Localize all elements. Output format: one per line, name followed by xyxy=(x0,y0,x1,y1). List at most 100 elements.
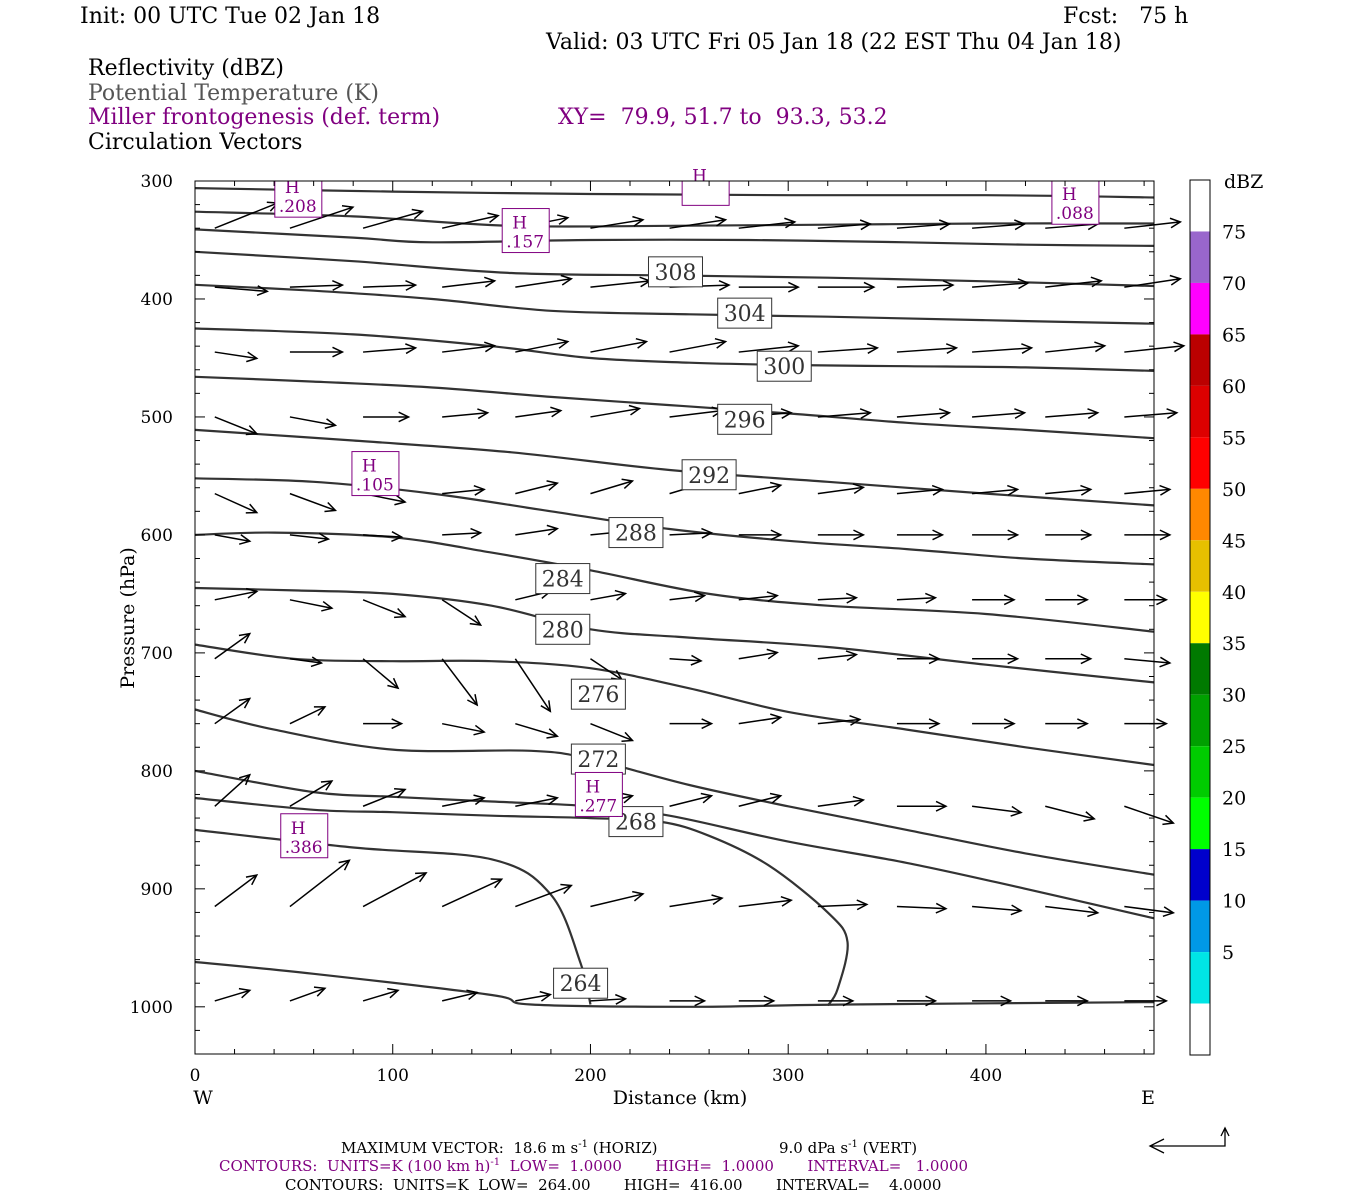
circulation-vector xyxy=(738,341,800,353)
circulation-vector xyxy=(442,408,490,420)
circulation-vector xyxy=(214,351,259,363)
isentrope-284 xyxy=(194,586,1155,684)
circulation-vector xyxy=(1045,653,1093,665)
east-label: E xyxy=(1141,1087,1155,1109)
circulation-vector xyxy=(214,632,252,660)
y-tick-label: 500 xyxy=(141,408,173,428)
circulation-vector xyxy=(363,280,418,291)
circulation-vector xyxy=(442,722,486,736)
frontogenesis-max: H xyxy=(681,166,730,206)
colorbar-swatch xyxy=(1190,643,1210,695)
circulation-vector xyxy=(972,995,1013,1007)
y-tick-label: 300 xyxy=(141,172,173,192)
circulation-vector xyxy=(738,713,783,725)
x-axis-title: Distance (km) xyxy=(613,1087,748,1109)
circulation-vector xyxy=(214,416,259,436)
circulation-vector xyxy=(896,995,938,1007)
isentrope-layer xyxy=(194,187,1155,1008)
fronto-max-label: H xyxy=(362,457,377,477)
circulation-vector xyxy=(817,219,873,231)
circulation-vector xyxy=(896,800,948,812)
circulation-vector xyxy=(1045,718,1089,730)
circulation-vector xyxy=(363,343,418,355)
west-label: W xyxy=(193,1087,213,1109)
circulation-vector xyxy=(289,492,338,513)
circulation-vector xyxy=(1124,656,1172,668)
circulation-vector xyxy=(442,341,497,353)
circulation-vector xyxy=(972,484,1020,496)
isentrope-288 xyxy=(194,531,1155,633)
circulation-vector xyxy=(515,480,559,495)
contour-label: 300 xyxy=(763,355,805,380)
contour-label: 276 xyxy=(577,683,619,708)
y-tick-label: 600 xyxy=(141,526,173,546)
colorbar-swatch xyxy=(1190,488,1210,541)
circulation-vector xyxy=(515,794,560,807)
colorbar-label: 15 xyxy=(1222,839,1246,861)
frontogenesis-max: H.088 xyxy=(1051,180,1100,225)
circulation-vector xyxy=(1045,341,1107,353)
circulation-vector xyxy=(515,274,574,288)
frontogenesis-max: H.157 xyxy=(501,208,550,254)
circulation-vector xyxy=(738,995,776,1007)
circulation-vector xyxy=(515,883,573,908)
circulation-vector xyxy=(738,217,797,229)
y-tick-label: 1000 xyxy=(130,998,173,1018)
circulation-vector xyxy=(590,993,628,1005)
circulation-vector xyxy=(214,697,252,725)
circulation-vector xyxy=(1045,805,1096,822)
isentrope-line-15 xyxy=(194,210,1155,228)
circulation-vector xyxy=(515,406,563,418)
contour-label-box xyxy=(570,743,626,775)
isentrope-300 xyxy=(194,375,1155,440)
contour-label-box xyxy=(570,678,626,710)
contour-label-box xyxy=(535,613,591,645)
forecast-hour: Fcst: 75 h xyxy=(1063,4,1189,29)
fronto-max-value: .105 xyxy=(356,476,394,496)
isentrope-268 xyxy=(194,828,592,1005)
colorbar-swatch xyxy=(1190,282,1210,335)
circulation-vector xyxy=(669,654,703,666)
plot-frame xyxy=(194,180,1155,1055)
colorbar-label: 20 xyxy=(1222,788,1246,810)
circulation-vector xyxy=(817,995,855,1007)
circulation-vector xyxy=(1124,905,1176,918)
circulation-vector xyxy=(972,343,1034,354)
circulation-vector xyxy=(669,792,714,807)
circulation-vector xyxy=(1124,718,1169,730)
colorbar-frame xyxy=(1189,179,1211,1056)
circulation-vector xyxy=(515,990,553,1002)
circulation-vector xyxy=(362,658,400,690)
circulation-vector xyxy=(363,411,411,423)
circulation-vector xyxy=(896,653,941,665)
fronto-max-label: H xyxy=(512,214,527,234)
circulation-vector xyxy=(817,592,859,604)
circulation-vector xyxy=(1124,594,1169,606)
circulation-vector xyxy=(214,773,252,807)
contour-label-box xyxy=(756,350,812,382)
colorbar-label: 50 xyxy=(1222,479,1246,501)
circulation-vector xyxy=(362,987,400,1002)
isentrope-264 xyxy=(194,960,1155,1008)
colorbar-label: 5 xyxy=(1222,942,1234,964)
circulation-vector xyxy=(1045,408,1100,419)
circulation-vector xyxy=(972,653,1020,665)
circulation-vector xyxy=(514,658,552,713)
circulation-vector xyxy=(1124,484,1172,496)
circulation-vector xyxy=(442,212,500,229)
colorbar-swatch xyxy=(1190,385,1210,438)
isentrope-272 xyxy=(194,769,1155,920)
isentrope-280 xyxy=(194,643,1155,767)
circulation-vector xyxy=(214,201,280,229)
circulation-vector xyxy=(817,529,866,541)
contour-label: 264 xyxy=(560,972,602,997)
circulation-vector xyxy=(289,706,327,725)
circulation-vector xyxy=(971,805,1023,817)
contour-label: 296 xyxy=(724,408,766,433)
frontogenesis-max: H.208 xyxy=(274,178,323,218)
colorbar-label: 25 xyxy=(1222,736,1246,758)
fronto-max-label: H xyxy=(285,178,300,198)
contour-label-box xyxy=(717,297,773,329)
field-circulation-vectors: Circulation Vectors xyxy=(88,130,303,155)
